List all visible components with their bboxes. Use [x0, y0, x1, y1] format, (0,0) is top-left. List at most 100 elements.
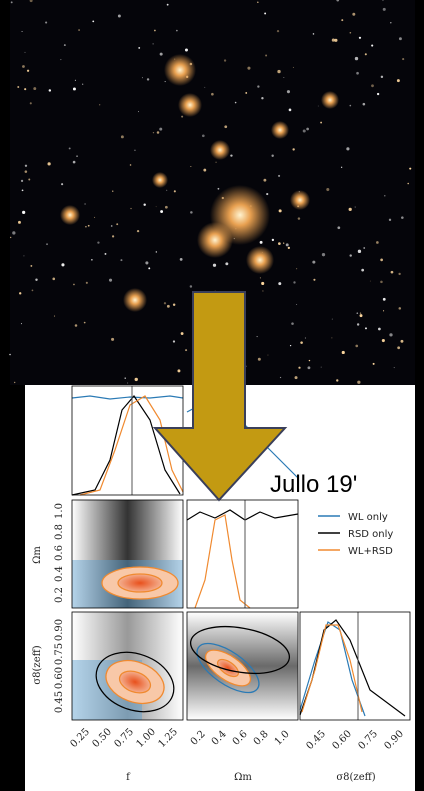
star: [355, 207, 356, 208]
star: [185, 349, 187, 351]
star: [322, 253, 325, 256]
star: [159, 128, 162, 131]
star: [373, 363, 375, 365]
star: [266, 193, 268, 195]
star: [258, 358, 261, 361]
star: [30, 265, 32, 267]
star: [84, 322, 86, 324]
star: [318, 106, 319, 107]
star: [160, 53, 163, 56]
star: [286, 243, 289, 246]
star: [277, 30, 279, 32]
star: [291, 322, 294, 325]
star: [21, 180, 23, 182]
annotation: Jullo 19': [270, 471, 357, 498]
tick-label: 0.45: [54, 691, 65, 713]
star: [376, 241, 379, 244]
star: [331, 337, 332, 338]
tick-label: 1.0: [54, 503, 65, 519]
star: [94, 217, 95, 218]
star: [21, 323, 22, 324]
star: [355, 345, 358, 348]
star: [371, 84, 374, 87]
star: [19, 292, 21, 294]
star: [402, 58, 404, 60]
star: [280, 377, 281, 378]
galaxy: [197, 222, 233, 258]
star: [25, 165, 27, 167]
star: [380, 281, 383, 284]
star: [383, 310, 384, 311]
star: [326, 188, 329, 191]
legend-label: WL+RSD: [348, 546, 393, 557]
galaxy: [164, 54, 196, 86]
star: [181, 116, 183, 118]
star: [185, 49, 188, 52]
star: [116, 223, 118, 225]
star: [365, 327, 367, 329]
star: [118, 15, 121, 18]
star: [138, 47, 140, 49]
tick-label: 0.6: [54, 545, 65, 561]
star: [265, 55, 267, 57]
star: [60, 59, 61, 60]
star: [293, 281, 295, 283]
star: [181, 332, 184, 335]
slide: 0.20.40.60.81.00.450.600.750.900.250.500…: [0, 0, 424, 791]
star: [142, 77, 143, 78]
star: [224, 125, 227, 128]
star: [92, 20, 94, 22]
star: [399, 307, 402, 310]
star: [264, 13, 266, 15]
star: [359, 37, 361, 39]
star: [289, 109, 292, 112]
star: [341, 167, 342, 168]
star: [137, 230, 139, 232]
star: [85, 203, 86, 204]
star: [278, 282, 281, 285]
galaxy: [152, 172, 168, 188]
star: [303, 129, 306, 132]
star: [397, 346, 400, 349]
star: [357, 323, 359, 325]
star: [341, 19, 343, 21]
star: [257, 336, 258, 337]
star: [30, 102, 32, 104]
star: [370, 281, 371, 282]
star: [321, 367, 322, 368]
star: [135, 378, 138, 381]
star: [105, 253, 107, 255]
star: [391, 271, 394, 274]
star: [349, 208, 352, 211]
star: [261, 97, 263, 99]
star: [306, 128, 309, 131]
star: [260, 241, 263, 244]
star: [147, 78, 149, 80]
star: [204, 87, 205, 88]
star: [288, 247, 290, 249]
star: [160, 210, 163, 213]
star: [32, 289, 34, 291]
star: [76, 155, 78, 157]
star: [156, 206, 157, 207]
star: [190, 285, 192, 287]
star: [384, 195, 385, 196]
star: [109, 279, 112, 282]
star: [130, 164, 132, 166]
star: [22, 189, 24, 191]
star: [152, 43, 153, 44]
tick-label: 0.4: [54, 566, 65, 582]
star: [296, 268, 297, 269]
star: [165, 206, 168, 209]
star: [352, 13, 355, 16]
galaxy: [290, 190, 310, 210]
star: [14, 382, 15, 383]
star: [383, 8, 386, 11]
galaxy: [321, 91, 339, 109]
star: [78, 29, 80, 31]
star: [167, 305, 170, 308]
star: [313, 33, 315, 35]
star: [357, 381, 360, 384]
tick-label: 0.75: [54, 643, 65, 665]
star: [278, 175, 280, 177]
